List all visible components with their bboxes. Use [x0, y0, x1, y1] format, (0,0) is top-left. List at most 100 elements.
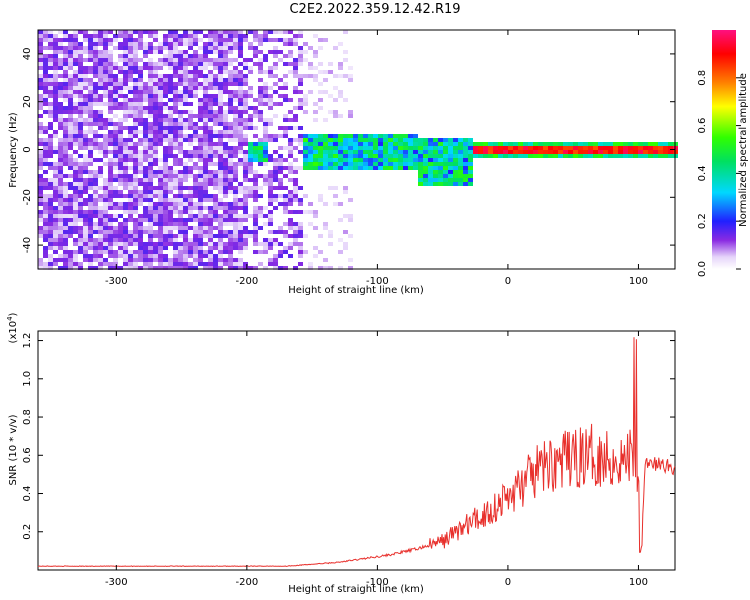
heatmap-cell: [138, 238, 143, 242]
heatmap-cell: [168, 186, 173, 190]
heatmap-cell: [223, 166, 228, 170]
heatmap-cell: [53, 134, 58, 138]
heatmap-cell: [78, 62, 83, 66]
heatmap-cell: [283, 158, 288, 162]
heatmap-cell: [463, 174, 468, 178]
heatmap-cell: [78, 154, 83, 158]
heatmap-cell: [178, 118, 183, 122]
heatmap-cell: [348, 234, 353, 238]
heatmap-cell: [113, 166, 118, 170]
heatmap-cell: [583, 154, 588, 158]
heatmap-cell: [83, 146, 88, 150]
heatmap-cell: [98, 62, 103, 66]
heatmap-cell: [53, 150, 58, 154]
heatmap-cell: [98, 74, 103, 78]
heatmap-cell: [463, 146, 468, 150]
heatmap-cell: [173, 110, 178, 114]
heatmap-cell: [373, 162, 378, 166]
heatmap-cell: [243, 162, 248, 166]
heatmap-cell: [193, 174, 198, 178]
heatmap-cell: [148, 154, 153, 158]
heatmap-cell: [188, 118, 193, 122]
heatmap-cell: [88, 70, 93, 74]
heatmap-cell: [153, 234, 158, 238]
heatmap-cell: [258, 58, 263, 62]
heatmap-cell: [118, 122, 123, 126]
heatmap-cell: [128, 114, 133, 118]
heatmap-cell: [48, 66, 53, 70]
heatmap-cell: [163, 102, 168, 106]
heatmap-cell: [193, 42, 198, 46]
heatmap-cell: [208, 58, 213, 62]
heatmap-cell: [163, 158, 168, 162]
heatmap-cell: [193, 230, 198, 234]
heatmap-cell: [178, 50, 183, 54]
heatmap-cell: [108, 222, 113, 226]
heatmap-cell: [398, 150, 403, 154]
heatmap-cell: [168, 182, 173, 186]
heatmap-cell: [188, 82, 193, 86]
heatmap-cell: [268, 66, 273, 70]
heatmap-cell: [153, 142, 158, 146]
heatmap-cell: [318, 46, 323, 50]
heatmap-cell: [128, 74, 133, 78]
heatmap-cell: [88, 178, 93, 182]
heatmap-cell: [168, 38, 173, 42]
heatmap-cell: [308, 154, 313, 158]
heatmap-cell: [78, 142, 83, 146]
heatmap-cell: [203, 142, 208, 146]
heatmap-cell: [293, 42, 298, 46]
heatmap-cell: [183, 266, 188, 270]
heatmap-cell: [278, 254, 283, 258]
heatmap-cell: [158, 226, 163, 230]
heatmap-cell: [328, 230, 333, 234]
heatmap-cell: [433, 158, 438, 162]
heatmap-cell: [203, 122, 208, 126]
heatmap-cell: [193, 154, 198, 158]
heatmap-cell: [43, 78, 48, 82]
heatmap-cell: [208, 150, 213, 154]
heatmap-cell: [263, 38, 268, 42]
heatmap-cell: [238, 90, 243, 94]
heatmap-cell: [308, 262, 313, 266]
heatmap-cell: [253, 214, 258, 218]
heatmap-cell: [338, 238, 343, 242]
heatmap-cell: [138, 74, 143, 78]
heatmap-cell: [313, 66, 318, 70]
heatmap-cell: [273, 90, 278, 94]
heatmap-cell: [263, 182, 268, 186]
heatmap-cell: [643, 142, 648, 146]
colorbar-tick-label: 0.6: [697, 118, 708, 134]
heatmap-cell: [238, 162, 243, 166]
heatmap-cell: [213, 146, 218, 150]
heatmap-cell: [163, 210, 168, 214]
heatmap-cell: [178, 98, 183, 102]
heatmap-cell: [103, 62, 108, 66]
heatmap-cell: [58, 138, 63, 142]
heatmap-cell: [213, 202, 218, 206]
heatmap-cell: [248, 178, 253, 182]
heatmap-cell: [638, 150, 643, 154]
heatmap-cell: [158, 186, 163, 190]
heatmap-cell: [388, 134, 393, 138]
heatmap-cell: [153, 34, 158, 38]
heatmap-cell: [228, 106, 233, 110]
heatmap-cell: [148, 202, 153, 206]
heatmap-cell: [233, 202, 238, 206]
heatmap-cell: [398, 166, 403, 170]
heatmap-cell: [163, 130, 168, 134]
heatmap-cell: [398, 134, 403, 138]
heatmap-cell: [253, 46, 258, 50]
heatmap-cell: [68, 214, 73, 218]
heatmap-cell: [133, 202, 138, 206]
heatmap-cell: [168, 150, 173, 154]
heatmap-cell: [138, 190, 143, 194]
heatmap-cell: [128, 158, 133, 162]
heatmap-cell: [353, 154, 358, 158]
heatmap-cell: [218, 98, 223, 102]
heatmap-cell: [173, 174, 178, 178]
heatmap-cell: [213, 226, 218, 230]
heatmap-cell: [238, 130, 243, 134]
heatmap-cell: [633, 142, 638, 146]
heatmap-cell: [243, 110, 248, 114]
